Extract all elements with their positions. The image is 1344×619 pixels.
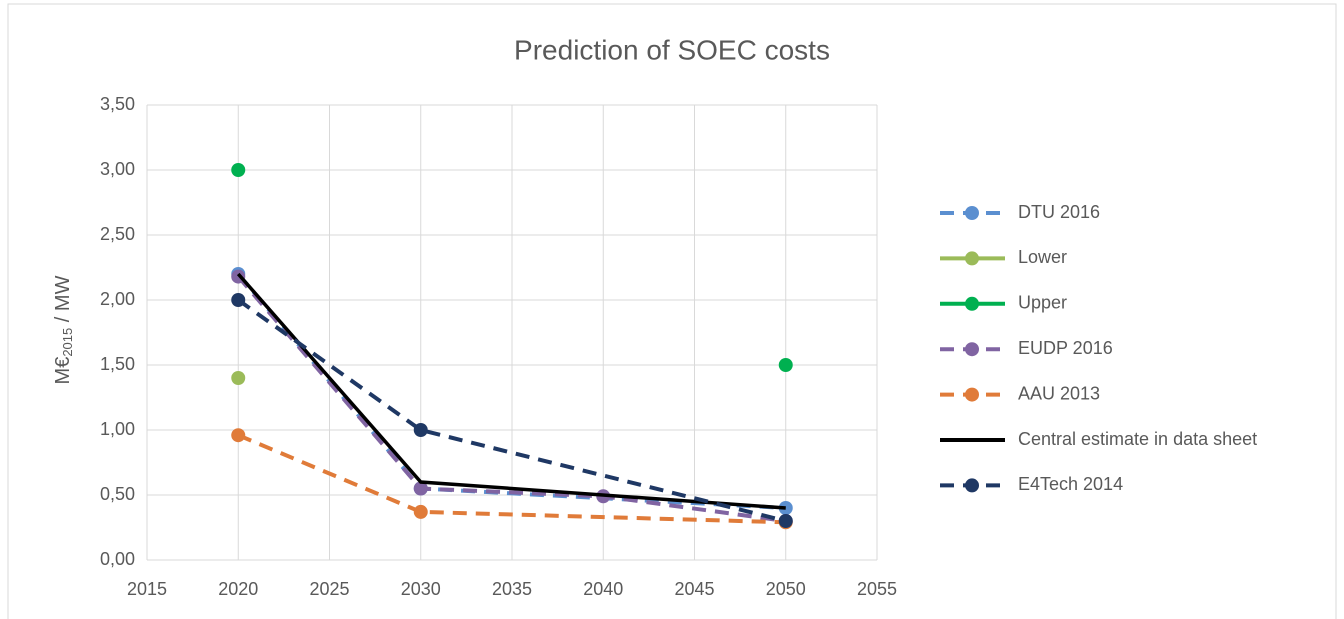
x-tick-label: 2035 — [492, 579, 532, 599]
chart-title: Prediction of SOEC costs — [514, 34, 830, 65]
data-point — [231, 293, 246, 307]
data-point — [778, 514, 793, 528]
data-point — [231, 163, 246, 177]
x-tick-label: 2025 — [309, 579, 349, 599]
y-tick-label: 1,50 — [100, 354, 135, 374]
y-axis-label: M€2015 / MW — [52, 275, 75, 384]
legend-label: AAU 2013 — [1018, 383, 1100, 403]
data-point — [778, 358, 793, 372]
x-tick-label: 2055 — [857, 579, 897, 599]
legend-label: DTU 2016 — [1018, 202, 1100, 222]
legend-marker — [965, 251, 979, 266]
y-tick-label: 2,00 — [100, 289, 135, 309]
legend-label: Lower — [1018, 247, 1067, 267]
legend-label: E4Tech 2014 — [1018, 474, 1123, 494]
legend-marker — [965, 387, 979, 402]
data-point — [413, 481, 428, 496]
y-tick-label: 1,00 — [100, 419, 135, 439]
x-tick-label: 2045 — [674, 579, 714, 599]
legend-marker — [965, 206, 979, 220]
chart-border — [7, 3, 1337, 619]
y-tick-label: 2,50 — [100, 224, 135, 244]
legend-label: EUDP 2016 — [1018, 338, 1113, 358]
legend-label: Upper — [1018, 293, 1067, 313]
x-tick-label: 2020 — [218, 579, 258, 599]
y-tick-label: 0,50 — [100, 484, 135, 504]
legend-marker — [965, 478, 979, 493]
y-tick-label: 3,00 — [100, 159, 135, 179]
x-tick-label: 2015 — [127, 579, 167, 599]
data-point — [413, 504, 428, 519]
y-tick-label: 0,00 — [100, 549, 135, 569]
series-line — [237, 298, 787, 523]
data-point — [231, 428, 246, 443]
legend-marker — [965, 296, 979, 311]
x-tick-label: 2040 — [583, 579, 623, 599]
data-point — [231, 371, 246, 385]
legend-label: Central estimate in data sheet — [1018, 429, 1257, 449]
series-line — [236, 275, 787, 523]
data-point — [413, 423, 428, 437]
x-tick-label: 2030 — [401, 579, 441, 599]
y-tick-label: 3,50 — [100, 94, 135, 114]
x-tick-label: 2050 — [766, 579, 806, 599]
legend-marker — [965, 342, 979, 357]
